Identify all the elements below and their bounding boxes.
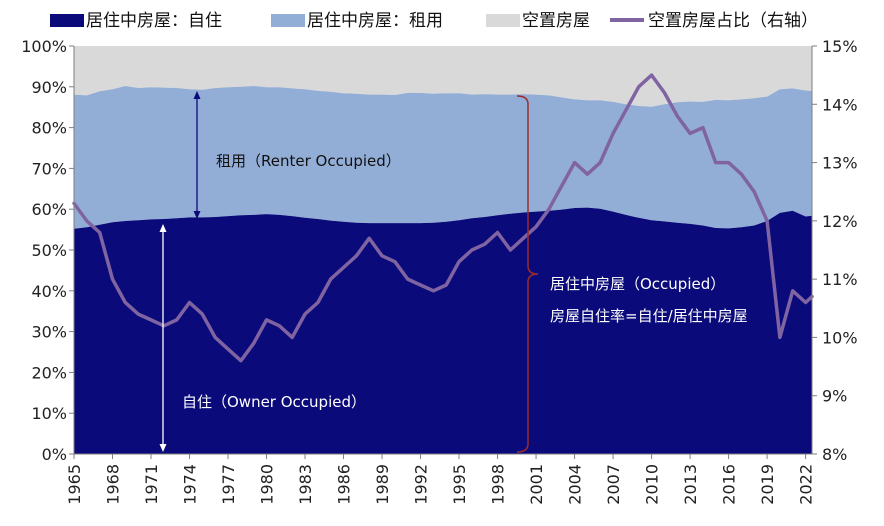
x-tick-label: 2022 <box>797 464 816 505</box>
x-tick-label: 2010 <box>643 464 662 505</box>
x-tick-label: 2019 <box>758 464 777 505</box>
annotation-owner: 自住（Owner Occupied） <box>182 393 366 411</box>
x-tick-label: 1974 <box>181 464 200 505</box>
annotation-occupied: 居住中房屋（Occupied） <box>550 275 725 293</box>
y-right-tick-label: 13% <box>822 154 858 173</box>
occupied-bracket <box>516 95 539 453</box>
legend-swatch-renter <box>271 14 305 27</box>
x-tick-label: 2001 <box>527 464 546 505</box>
legend-swatch-owner <box>50 14 84 27</box>
legend-swatch-vacant <box>486 14 520 27</box>
x-tick-label: 1977 <box>219 464 238 505</box>
x-tick-label: 2016 <box>720 464 739 505</box>
x-ticks: 1965 1968 1971 1974 1977 1980 1983 1986 1989 1992… <box>65 454 816 505</box>
x-tick-label: 1980 <box>258 464 277 505</box>
legend-label-vacancy-ratio: 空置房屋占比（右轴） <box>648 11 818 31</box>
x-tick-label: 2013 <box>681 464 700 505</box>
owner-arrow <box>159 224 167 452</box>
y-right-tick-label: 11% <box>822 270 858 289</box>
x-tick-label: 2004 <box>566 464 585 505</box>
y-left-tick-label: 40% <box>31 282 67 301</box>
x-tick-label: 1995 <box>450 464 469 505</box>
legend: 居住中房屋：自住 居住中房屋：租用 空置房屋 空置房屋占比（右轴） <box>50 11 818 31</box>
y-left-tick-label: 0% <box>42 445 67 464</box>
y-left-tick-label: 30% <box>31 323 67 342</box>
legend-label-renter: 居住中房屋：租用 <box>307 11 443 31</box>
annotation-formula: 房屋自住率=自住/居住中房屋 <box>550 307 748 325</box>
y-left-tick-label: 80% <box>31 119 67 138</box>
renter-arrow <box>193 91 201 219</box>
x-tick-label: 1965 <box>65 464 84 505</box>
y-right-tick-label: 9% <box>822 387 847 406</box>
y-left-ticks: 0% 10% 20% 30% 40% 50% 60% 70% 80% 90% 100% <box>21 37 74 464</box>
y-left-tick-label: 50% <box>31 241 67 260</box>
y-left-tick-label: 60% <box>31 200 67 219</box>
line-vacancy-ratio <box>72 73 814 363</box>
annotation-renter: 租用（Renter Occupied） <box>216 152 401 170</box>
y-left-tick-label: 100% <box>21 37 67 56</box>
y-left-tick-label: 90% <box>31 78 67 97</box>
x-tick-label: 1971 <box>142 464 161 505</box>
x-tick-label: 1983 <box>296 464 315 505</box>
x-tick-label: 2007 <box>604 464 623 505</box>
x-tick-label: 1968 <box>104 464 123 505</box>
y-right-tick-label: 15% <box>822 37 858 56</box>
y-right-tick-label: 10% <box>822 328 858 347</box>
y-right-tick-label: 14% <box>822 95 858 114</box>
x-tick-label: 1998 <box>489 464 508 505</box>
x-tick-label: 1989 <box>373 464 392 505</box>
x-tick-label: 1986 <box>335 464 354 505</box>
area-renter <box>74 86 812 229</box>
legend-label-owner: 居住中房屋：自住 <box>86 11 222 31</box>
legend-label-vacant: 空置房屋 <box>522 11 590 31</box>
y-left-tick-label: 20% <box>31 363 67 382</box>
y-left-tick-label: 10% <box>31 404 67 423</box>
area-owner <box>74 207 812 454</box>
y-right-tick-label: 8% <box>822 445 847 464</box>
y-right-ticks: 8% 9% 10% 11% 12% 13% 14% 15% <box>812 37 858 464</box>
y-right-tick-label: 12% <box>822 212 858 231</box>
x-tick-label: 1992 <box>412 464 431 505</box>
area-vacant <box>74 46 812 107</box>
y-left-tick-label: 70% <box>31 159 67 178</box>
